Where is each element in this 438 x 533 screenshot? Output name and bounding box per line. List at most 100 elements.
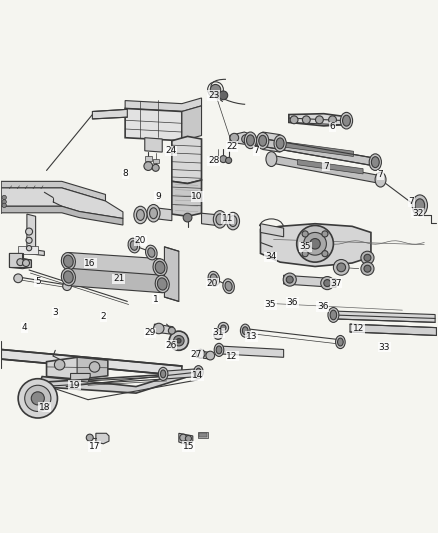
Text: 14: 14 <box>191 371 203 380</box>
Circle shape <box>242 135 251 143</box>
Polygon shape <box>92 109 127 119</box>
Circle shape <box>219 91 228 100</box>
Circle shape <box>25 385 51 411</box>
Ellipse shape <box>155 275 169 293</box>
Ellipse shape <box>240 324 250 337</box>
Circle shape <box>173 335 184 346</box>
Polygon shape <box>162 369 199 379</box>
Circle shape <box>14 274 22 282</box>
Ellipse shape <box>340 112 353 129</box>
Bar <box>198 432 208 438</box>
Circle shape <box>302 116 310 124</box>
Circle shape <box>214 330 223 340</box>
Polygon shape <box>172 180 201 216</box>
Bar <box>145 157 152 161</box>
Text: 12: 12 <box>353 324 364 333</box>
Circle shape <box>221 325 226 330</box>
Circle shape <box>302 231 308 237</box>
Circle shape <box>286 276 293 283</box>
Circle shape <box>152 164 159 171</box>
Circle shape <box>22 260 29 266</box>
Polygon shape <box>68 268 162 293</box>
Polygon shape <box>38 370 188 393</box>
Ellipse shape <box>266 152 277 166</box>
Polygon shape <box>218 346 284 357</box>
Circle shape <box>226 157 232 164</box>
Polygon shape <box>1 206 123 225</box>
Polygon shape <box>0 341 1 368</box>
Ellipse shape <box>130 241 138 251</box>
Ellipse shape <box>338 338 343 346</box>
Polygon shape <box>77 357 108 379</box>
Circle shape <box>322 231 328 237</box>
Polygon shape <box>332 311 435 322</box>
Polygon shape <box>154 324 173 334</box>
Circle shape <box>18 379 57 418</box>
Polygon shape <box>350 324 436 335</box>
Text: 29: 29 <box>145 328 155 337</box>
Circle shape <box>220 156 227 163</box>
Ellipse shape <box>150 208 157 219</box>
Text: 24: 24 <box>166 146 177 155</box>
Ellipse shape <box>194 366 203 379</box>
Text: 31: 31 <box>212 328 224 337</box>
Text: 18: 18 <box>39 402 50 411</box>
Circle shape <box>361 251 374 264</box>
Polygon shape <box>164 247 179 302</box>
Text: 12: 12 <box>226 351 238 360</box>
Text: 15: 15 <box>183 442 194 451</box>
Text: 4: 4 <box>22 323 28 332</box>
Circle shape <box>196 350 205 358</box>
Text: 10: 10 <box>191 192 203 201</box>
Ellipse shape <box>147 205 160 222</box>
Circle shape <box>25 228 32 235</box>
Polygon shape <box>172 136 201 183</box>
Ellipse shape <box>369 154 381 171</box>
Ellipse shape <box>160 370 166 378</box>
Text: 35: 35 <box>265 301 276 310</box>
Text: 7: 7 <box>408 197 414 206</box>
Polygon shape <box>153 207 172 221</box>
Circle shape <box>2 195 7 200</box>
Circle shape <box>210 84 221 95</box>
Circle shape <box>297 225 333 262</box>
Polygon shape <box>251 136 375 166</box>
Circle shape <box>283 273 296 286</box>
Circle shape <box>333 260 349 275</box>
Circle shape <box>2 203 7 207</box>
Ellipse shape <box>223 279 234 294</box>
Ellipse shape <box>134 206 147 224</box>
Polygon shape <box>272 155 381 183</box>
Polygon shape <box>1 181 106 201</box>
Circle shape <box>153 323 164 334</box>
Circle shape <box>54 359 65 370</box>
Ellipse shape <box>371 157 379 167</box>
Ellipse shape <box>210 274 217 284</box>
Text: 7: 7 <box>253 146 259 155</box>
Circle shape <box>144 161 152 171</box>
Polygon shape <box>261 224 371 266</box>
Polygon shape <box>182 106 201 141</box>
Polygon shape <box>96 433 109 444</box>
Circle shape <box>321 277 334 289</box>
Text: 8: 8 <box>122 169 128 179</box>
Bar <box>18 246 38 254</box>
Ellipse shape <box>208 271 219 286</box>
Text: 36: 36 <box>286 298 298 307</box>
Text: 21: 21 <box>113 274 124 283</box>
Circle shape <box>364 265 371 272</box>
Polygon shape <box>201 213 220 226</box>
Circle shape <box>304 232 326 255</box>
Polygon shape <box>125 98 201 111</box>
Text: 13: 13 <box>246 332 258 341</box>
Text: 37: 37 <box>330 279 342 288</box>
Ellipse shape <box>226 212 240 230</box>
Text: 19: 19 <box>69 381 81 390</box>
Bar <box>152 159 159 163</box>
Circle shape <box>26 237 32 244</box>
Text: 33: 33 <box>378 343 390 352</box>
Text: 20: 20 <box>135 236 146 245</box>
Text: 20: 20 <box>207 279 218 288</box>
Circle shape <box>218 322 229 333</box>
Ellipse shape <box>158 367 168 381</box>
